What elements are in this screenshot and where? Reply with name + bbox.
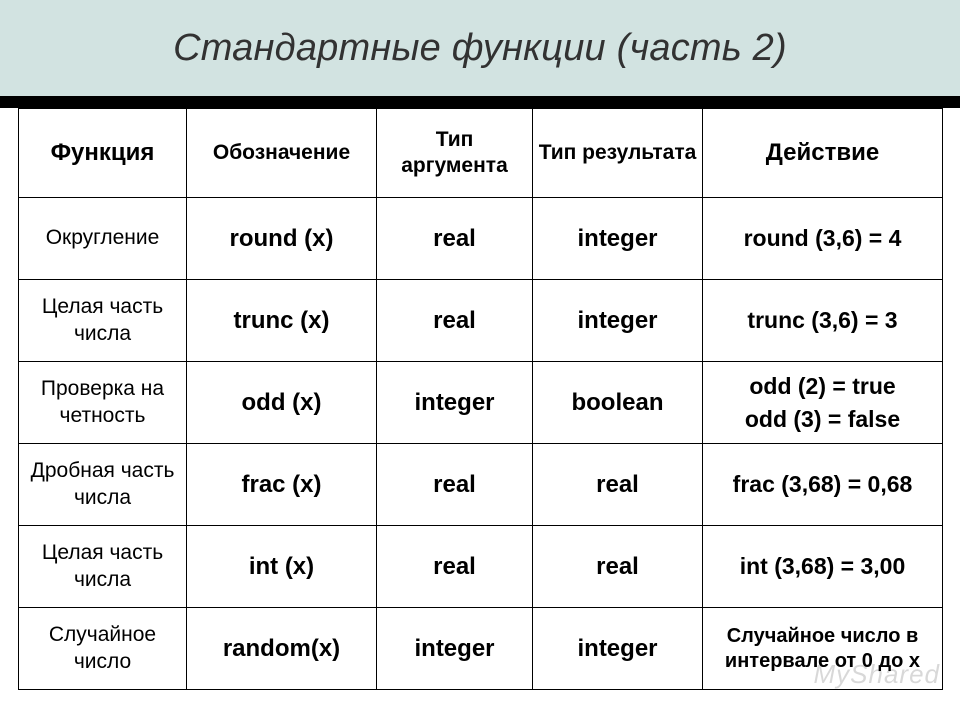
- cell-res: integer: [533, 198, 703, 280]
- col-res: Тип результата: [533, 109, 703, 198]
- table-row: Целая часть числа int (x) real real int …: [19, 526, 943, 608]
- col-arg: Тип аргумента: [377, 109, 533, 198]
- cell-res: integer: [533, 280, 703, 362]
- cell-func: Округление: [19, 198, 187, 280]
- table-header-row: Функция Обозначение Тип аргумента Тип ре…: [19, 109, 943, 198]
- slide: Стандартные функции (часть 2) Функция Об…: [0, 0, 960, 720]
- cell-sig: odd (x): [187, 362, 377, 444]
- col-sig: Обозначение: [187, 109, 377, 198]
- cell-res: integer: [533, 608, 703, 690]
- cell-res: real: [533, 444, 703, 526]
- cell-func: Случайное число: [19, 608, 187, 690]
- cell-action: Случайное число в интервале от 0 до x: [703, 608, 943, 690]
- cell-arg: real: [377, 198, 533, 280]
- cell-sig: random(x): [187, 608, 377, 690]
- cell-sig: trunc (x): [187, 280, 377, 362]
- table-row: Проверка на четность odd (x) integer boo…: [19, 362, 943, 444]
- cell-sig: int (x): [187, 526, 377, 608]
- cell-arg: integer: [377, 362, 533, 444]
- cell-arg: integer: [377, 608, 533, 690]
- divider-bar: [0, 96, 960, 108]
- cell-res: boolean: [533, 362, 703, 444]
- col-action: Действие: [703, 109, 943, 198]
- cell-res: real: [533, 526, 703, 608]
- cell-action: odd (2) = true odd (3) = false: [703, 362, 943, 444]
- cell-func: Дробная часть числа: [19, 444, 187, 526]
- cell-func: Целая часть числа: [19, 526, 187, 608]
- table-row: Дробная часть числа frac (x) real real f…: [19, 444, 943, 526]
- cell-func: Целая часть числа: [19, 280, 187, 362]
- functions-table: Функция Обозначение Тип аргумента Тип ре…: [18, 108, 943, 690]
- cell-arg: real: [377, 280, 533, 362]
- page-title: Стандартные функции (часть 2): [173, 27, 787, 70]
- cell-sig: frac (x): [187, 444, 377, 526]
- action-line-1: odd (2) = true: [749, 373, 895, 399]
- cell-action: int (3,68) = 3,00: [703, 526, 943, 608]
- cell-func: Проверка на четность: [19, 362, 187, 444]
- title-band: Стандартные функции (часть 2): [0, 0, 960, 96]
- table-row: Округление round (x) real integer round …: [19, 198, 943, 280]
- col-func: Функция: [19, 109, 187, 198]
- cell-action: trunc (3,6) = 3: [703, 280, 943, 362]
- cell-arg: real: [377, 444, 533, 526]
- cell-action: frac (3,68) = 0,68: [703, 444, 943, 526]
- cell-sig: round (x): [187, 198, 377, 280]
- cell-arg: real: [377, 526, 533, 608]
- cell-action: round (3,6) = 4: [703, 198, 943, 280]
- table-row: Случайное число random(x) integer intege…: [19, 608, 943, 690]
- action-line-2: odd (3) = false: [707, 405, 938, 434]
- table-row: Целая часть числа trunc (x) real integer…: [19, 280, 943, 362]
